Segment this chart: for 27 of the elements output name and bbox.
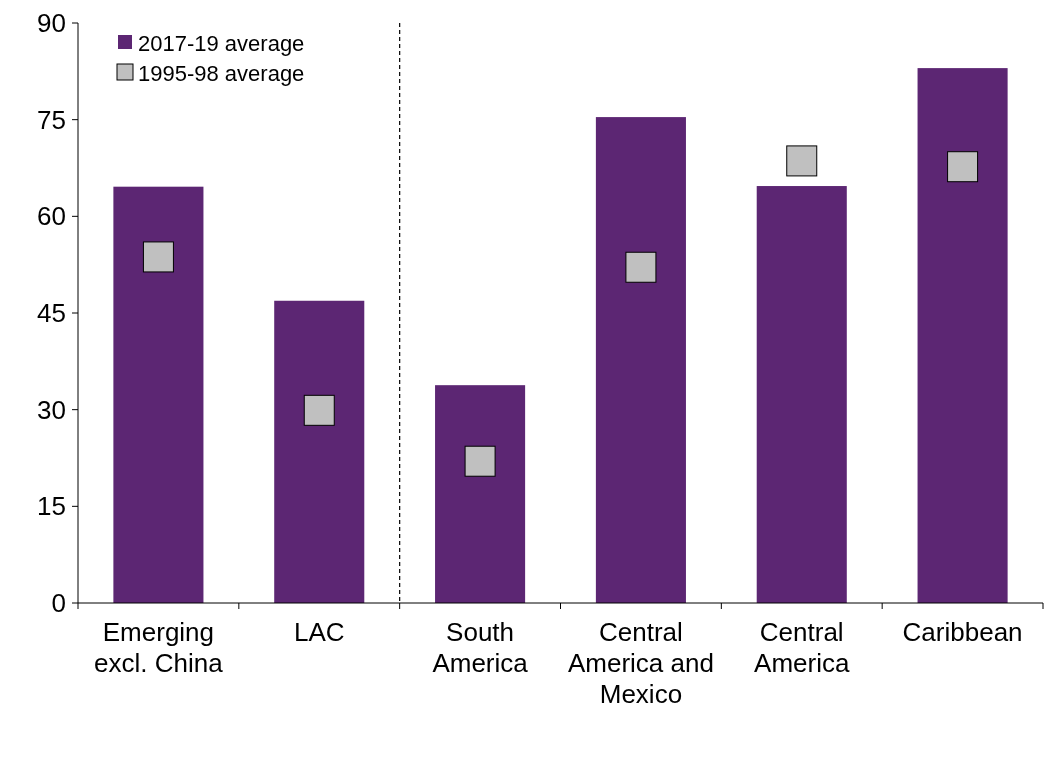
point bbox=[625, 251, 657, 283]
x-tick-label: LAC bbox=[293, 617, 345, 647]
y-tick-label: 0 bbox=[51, 588, 66, 619]
x-tick-label: South America bbox=[432, 617, 529, 678]
y-tick-label: 60 bbox=[37, 201, 66, 232]
point bbox=[142, 241, 174, 273]
point bbox=[464, 445, 496, 477]
x-tick-label: Emerging excl. China bbox=[94, 617, 224, 678]
x-tick-label: Central America bbox=[754, 617, 850, 678]
x-tick-label: Caribbean bbox=[902, 617, 1023, 647]
point bbox=[947, 151, 979, 183]
bar bbox=[595, 117, 686, 603]
y-tick-label: 75 bbox=[37, 104, 66, 135]
bar bbox=[113, 186, 204, 603]
bar bbox=[274, 300, 365, 603]
x-tick-label: Central America and Mexico bbox=[567, 617, 714, 709]
y-tick-label: 90 bbox=[37, 8, 66, 39]
y-tick-label: 45 bbox=[37, 298, 66, 329]
y-tick-label: 15 bbox=[37, 491, 66, 522]
point bbox=[786, 145, 818, 177]
legend-label: 2017-19 average bbox=[138, 30, 305, 56]
point bbox=[303, 394, 335, 426]
bar bbox=[917, 68, 1008, 603]
bar bbox=[756, 186, 847, 603]
y-tick-label: 30 bbox=[37, 394, 66, 425]
bar bbox=[435, 385, 526, 603]
legend-label: 1995-98 average bbox=[138, 60, 305, 86]
